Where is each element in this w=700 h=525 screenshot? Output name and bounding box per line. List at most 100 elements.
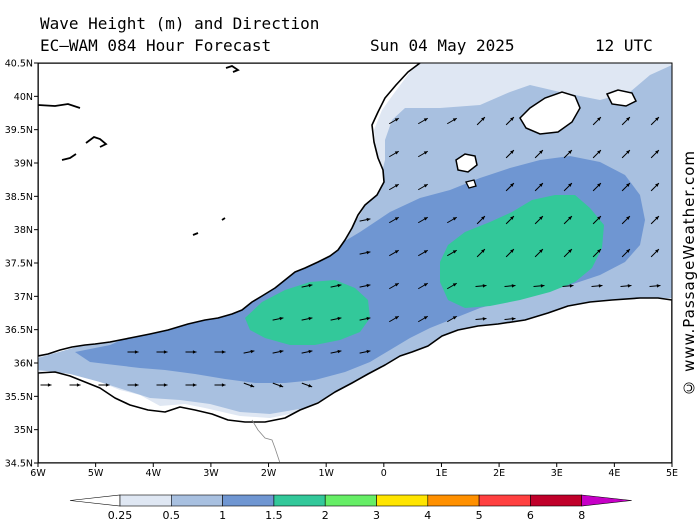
wave-arrow — [127, 350, 139, 354]
wave-arrow — [417, 117, 429, 125]
wave-arrow — [243, 349, 255, 354]
lat-label: 36N — [14, 359, 33, 370]
wave-arrow — [330, 349, 342, 354]
wave-arrow — [185, 383, 197, 387]
formentera-island — [465, 179, 477, 189]
colorbar-segment — [427, 494, 480, 507]
lon-label: 4E — [608, 468, 620, 479]
wave-arrow — [388, 216, 400, 224]
wave-arrow — [534, 215, 544, 225]
wave-arrow — [417, 216, 429, 224]
wave-arrow — [98, 383, 110, 387]
lon-label: 4W — [146, 468, 162, 479]
colorbar-label: 1 — [219, 509, 226, 522]
forecast-date: Sun 04 May 2025 — [370, 36, 515, 55]
reservoir-3 — [61, 153, 77, 161]
lat-label: 40N — [14, 92, 33, 103]
wave-arrow — [388, 282, 400, 290]
menorca-island — [605, 89, 638, 107]
latitude-axis: 40.5N 40N 39.5N 39N 38.5N 38N 37.5N 37N 36.5N 36N… — [5, 59, 38, 470]
wave-arrow — [446, 216, 458, 224]
mallorca-island — [519, 91, 581, 135]
colorbar-segment — [324, 494, 377, 507]
colorbar: 0.25 0.5 1 1.5 2 3 4 5 6 8 — [69, 494, 632, 522]
border-line — [251, 419, 281, 463]
reservoir-1 — [38, 103, 81, 109]
wave-arrow — [563, 182, 573, 192]
forecast-time: 12 UTC — [595, 36, 653, 55]
wave-arrow — [533, 284, 545, 288]
wave-arrow — [650, 248, 660, 258]
lon-label: 5W — [88, 468, 104, 479]
wave-arrow — [650, 116, 660, 126]
wave-arrow — [446, 249, 458, 257]
lat-label: 37N — [14, 292, 33, 303]
wave-arrow — [359, 217, 371, 222]
wave-arrow — [272, 382, 284, 388]
wave-arrow — [649, 284, 661, 288]
wave-arrow — [563, 215, 573, 225]
wave-arrow — [504, 317, 516, 321]
wave-arrow — [446, 315, 458, 323]
wave-arrow — [563, 149, 573, 159]
sea-1-region — [75, 156, 645, 383]
wave-arrow — [620, 284, 632, 288]
colorbar-label: 4 — [424, 509, 431, 522]
wave-arrow — [214, 383, 226, 387]
wave-arrow — [592, 248, 602, 258]
wave-arrow — [475, 284, 487, 288]
wave-arrow — [475, 317, 487, 321]
wave-arrow — [388, 117, 400, 125]
map-area — [38, 63, 672, 463]
lat-label: 37.5N — [5, 259, 33, 270]
wave-arrow — [591, 284, 603, 288]
wave-arrow — [40, 383, 52, 387]
lon-label: 2E — [493, 468, 505, 479]
wave-arrow — [388, 315, 400, 323]
lat-label: 40.5N — [5, 59, 33, 70]
wave-arrow — [592, 215, 602, 225]
sea-15-west-region — [245, 280, 370, 345]
lat-label: 34.5N — [5, 459, 33, 470]
lon-label: 3W — [203, 468, 219, 479]
map-title: Wave Height (m) and Direction — [40, 14, 320, 33]
wave-arrow — [650, 149, 660, 159]
wave-arrow — [505, 182, 515, 192]
wave-arrow — [650, 215, 660, 225]
lat-label: 39N — [14, 159, 33, 170]
colorbar-label: 1.5 — [265, 509, 283, 522]
colorbar-segment — [273, 494, 326, 507]
sea-15-east-region — [440, 195, 604, 308]
wave-arrow — [505, 248, 515, 258]
lon-label: 1E — [435, 468, 447, 479]
colorbar-segment — [171, 494, 223, 507]
lon-label: 3E — [551, 468, 563, 479]
wave-arrow — [505, 149, 515, 159]
colorbar-label: 5 — [476, 509, 483, 522]
wave-arrow — [621, 116, 631, 126]
wave-arrow — [417, 183, 429, 191]
lat-label: 38N — [14, 225, 33, 236]
wave-arrow — [650, 182, 660, 192]
wave-arrow — [621, 215, 631, 225]
wave-direction-arrows — [40, 116, 661, 388]
wave-arrow — [359, 283, 371, 288]
wave-arrow — [243, 382, 255, 388]
reservoir-5 — [192, 232, 199, 236]
colorbar-segment — [222, 494, 275, 507]
ibiza-island — [455, 153, 478, 173]
lon-label: 2W — [261, 468, 277, 479]
colorbar-segment — [530, 494, 583, 507]
wave-arrow — [592, 116, 602, 126]
wave-arrow — [476, 215, 486, 225]
wave-arrow — [388, 183, 400, 191]
lon-label: 5E — [666, 468, 678, 479]
wave-arrow — [156, 350, 168, 354]
wave-arrow — [476, 248, 486, 258]
wave-arrow — [592, 182, 602, 192]
watermark: © www.PassageWeather.com — [680, 150, 698, 397]
wave-arrow — [330, 283, 342, 288]
wave-arrow — [330, 316, 342, 321]
wave-arrow — [301, 382, 313, 388]
